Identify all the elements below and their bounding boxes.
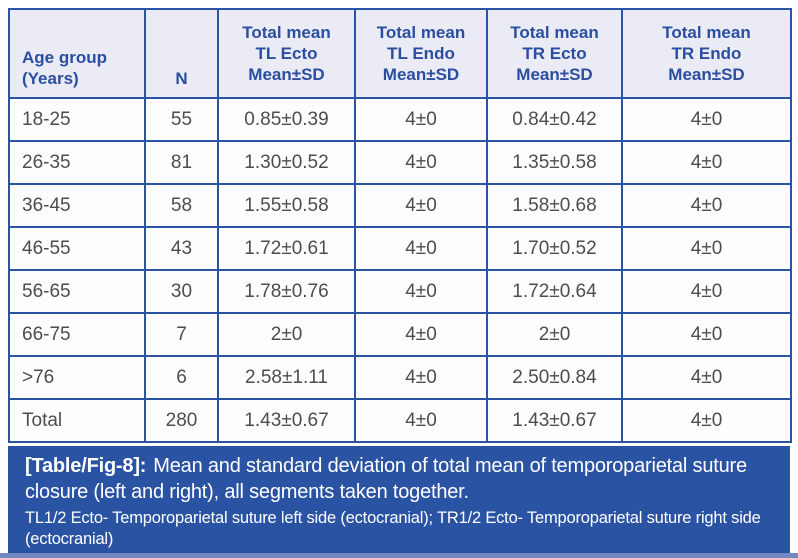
table-row-total: Total 280 1.43±0.67 4±0 1.43±0.67 4±0 (8, 398, 792, 443)
header-n: N (144, 8, 219, 99)
header-tl-endo: Total mean TL Endo Mean±SD (354, 8, 488, 99)
cell-tl-ecto: 1.55±0.58 (217, 183, 356, 228)
cell-tl-endo: 4±0 (354, 312, 488, 357)
cell-n: 6 (144, 355, 219, 400)
cell-tl-ecto: 2.58±1.11 (217, 355, 356, 400)
cell-age-group: >76 (8, 355, 146, 400)
table-body: 18-25 55 0.85±0.39 4±0 0.84±0.42 4±0 26-… (8, 97, 792, 443)
cell-tr-ecto: 1.58±0.68 (486, 183, 623, 228)
caption-label: [Table/Fig-8]: (25, 455, 147, 477)
cell-n: 55 (144, 97, 219, 142)
cell-tl-endo: 4±0 (354, 140, 488, 185)
data-table: Age group (Years) N Total mean TL Ecto M… (8, 8, 792, 443)
cell-tl-endo: 4±0 (354, 183, 488, 228)
cell-tr-endo: 4±0 (621, 140, 792, 185)
table-row: >76 6 2.58±1.11 4±0 2.50±0.84 4±0 (8, 355, 792, 400)
table-row: 36-45 58 1.55±0.58 4±0 1.58±0.68 4±0 (8, 183, 792, 228)
table-row: 18-25 55 0.85±0.39 4±0 0.84±0.42 4±0 (8, 97, 792, 142)
cell-tl-ecto: 1.43±0.67 (217, 398, 356, 443)
cell-tl-endo: 4±0 (354, 355, 488, 400)
cell-tl-endo: 4±0 (354, 269, 488, 314)
cell-age-group: 66-75 (8, 312, 146, 357)
cell-tl-ecto: 1.78±0.76 (217, 269, 356, 314)
cell-n: 81 (144, 140, 219, 185)
cell-tr-ecto: 1.43±0.67 (486, 398, 623, 443)
table-header: Age group (Years) N Total mean TL Ecto M… (8, 8, 792, 99)
cell-tl-ecto: 0.85±0.39 (217, 97, 356, 142)
cell-tr-ecto: 1.70±0.52 (486, 226, 623, 271)
table-container: Age group (Years) N Total mean TL Ecto M… (8, 8, 792, 443)
cell-tr-ecto: 2±0 (486, 312, 623, 357)
cell-tl-ecto: 1.30±0.52 (217, 140, 356, 185)
table-row: 66-75 7 2±0 4±0 2±0 4±0 (8, 312, 792, 357)
cell-tr-ecto: 2.50±0.84 (486, 355, 623, 400)
header-tr-ecto: Total mean TR Ecto Mean±SD (486, 8, 623, 99)
cell-tr-endo: 4±0 (621, 355, 792, 400)
cell-tr-endo: 4±0 (621, 398, 792, 443)
cell-age-group: Total (8, 398, 146, 443)
cell-age-group: 26-35 (8, 140, 146, 185)
bottom-edge-strip (0, 553, 798, 558)
cell-n: 30 (144, 269, 219, 314)
table-row: 46-55 43 1.72±0.61 4±0 1.70±0.52 4±0 (8, 226, 792, 271)
cell-tl-ecto: 2±0 (217, 312, 356, 357)
caption-text: Mean and standard deviation of total mea… (25, 455, 747, 503)
cell-tl-endo: 4±0 (354, 226, 488, 271)
header-tl-ecto: Total mean TL Ecto Mean±SD (217, 8, 356, 99)
cell-tr-endo: 4±0 (621, 269, 792, 314)
cell-tr-ecto: 1.35±0.58 (486, 140, 623, 185)
cell-age-group: 36-45 (8, 183, 146, 228)
cell-tr-endo: 4±0 (621, 226, 792, 271)
cell-tl-endo: 4±0 (354, 398, 488, 443)
table-row: 56-65 30 1.78±0.76 4±0 1.72±0.64 4±0 (8, 269, 792, 314)
cell-n: 43 (144, 226, 219, 271)
cell-tl-endo: 4±0 (354, 97, 488, 142)
cell-tr-endo: 4±0 (621, 183, 792, 228)
cell-tr-endo: 4±0 (621, 97, 792, 142)
cell-age-group: 46-55 (8, 226, 146, 271)
cell-tr-ecto: 0.84±0.42 (486, 97, 623, 142)
cell-age-group: 18-25 (8, 97, 146, 142)
cell-n: 280 (144, 398, 219, 443)
cell-tr-ecto: 1.72±0.64 (486, 269, 623, 314)
cell-tr-endo: 4±0 (621, 312, 792, 357)
caption-main-line: [Table/Fig-8]: Mean and standard deviatio… (25, 453, 776, 505)
cell-tl-ecto: 1.72±0.61 (217, 226, 356, 271)
cell-n: 58 (144, 183, 219, 228)
cell-age-group: 56-65 (8, 269, 146, 314)
cell-n: 7 (144, 312, 219, 357)
caption-note: TL1/2 Ecto- Temporoparietal suture left … (25, 509, 761, 548)
table-row: 26-35 81 1.30±0.52 4±0 1.35±0.58 4±0 (8, 140, 792, 185)
figure-caption: [Table/Fig-8]: Mean and standard deviatio… (8, 446, 790, 558)
header-tr-endo: Total mean TR Endo Mean±SD (621, 8, 792, 99)
header-row: Age group (Years) N Total mean TL Ecto M… (8, 8, 792, 99)
header-age-group: Age group (Years) (8, 8, 146, 99)
